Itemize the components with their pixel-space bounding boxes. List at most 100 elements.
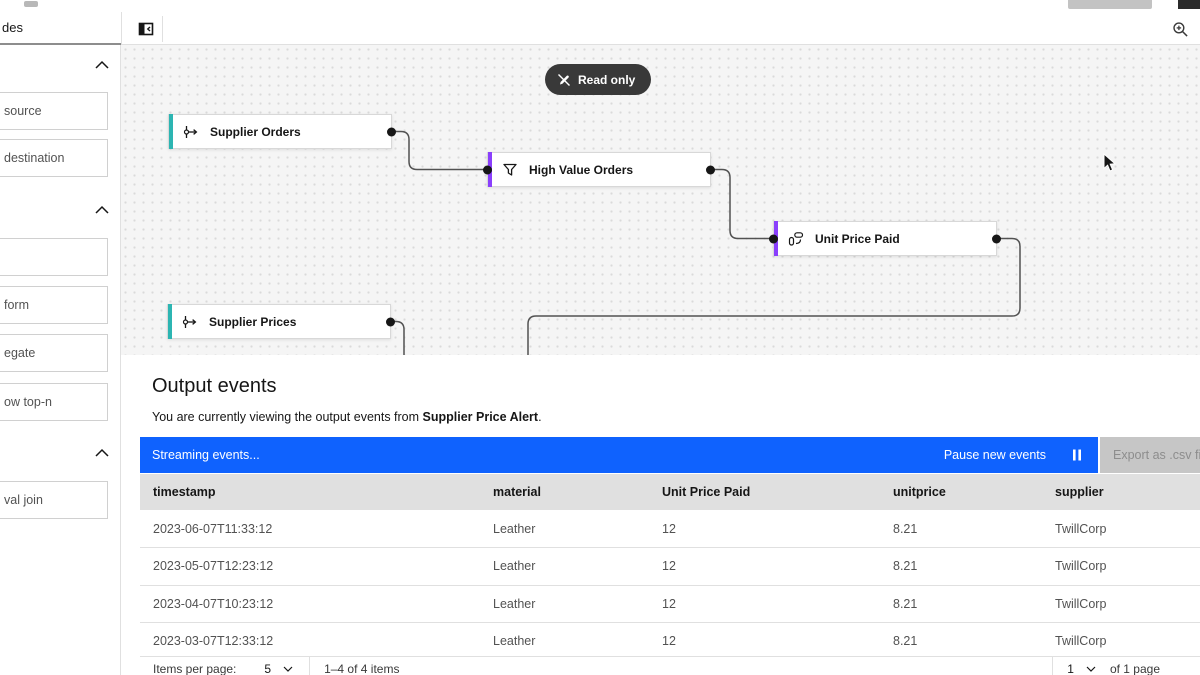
toggle-panel-button[interactable] xyxy=(130,16,163,42)
transform-icon xyxy=(788,231,804,247)
cell-material: Leather xyxy=(480,622,649,661)
cell-supplier: TwillCorp xyxy=(1042,510,1200,548)
cell-timestamp: 2023-03-07T12:33:12 xyxy=(140,622,480,661)
pagination-divider xyxy=(1052,656,1054,675)
node-label: Supplier Orders xyxy=(210,124,301,139)
zoom-in-icon xyxy=(1172,21,1188,37)
read-only-badge: Read only xyxy=(545,64,652,95)
node-supplier-prices[interactable]: Supplier Prices xyxy=(167,304,395,339)
pause-events-button[interactable]: Pause new events xyxy=(944,437,1098,473)
description-period: . xyxy=(538,410,542,424)
items-per-page-select[interactable] xyxy=(283,666,293,672)
palette-item-destination[interactable]: destination xyxy=(0,139,108,177)
zoom-in-button[interactable] xyxy=(1166,16,1194,42)
event-source-icon xyxy=(182,314,198,330)
page-number-value[interactable]: 1 xyxy=(1067,661,1074,675)
node-accent xyxy=(169,114,173,149)
column-header-unitprice[interactable]: unitprice xyxy=(880,474,1042,510)
description-node-name: Supplier Price Alert xyxy=(422,410,539,424)
cell-unit-price-paid: 12 xyxy=(649,585,880,623)
column-header-timestamp[interactable]: timestamp xyxy=(140,474,480,510)
cell-unit-price-paid: 12 xyxy=(649,547,880,586)
table-row: 2023-05-07T12:23:12 Leather 12 8.21 Twil… xyxy=(140,547,1200,586)
table-row: 2023-04-07T10:23:12 Leather 12 8.21 Twil… xyxy=(140,585,1200,623)
node-high-value-orders[interactable]: High Value Orders xyxy=(483,152,715,187)
chevron-down-icon xyxy=(283,666,293,672)
cell-unitprice: 8.21 xyxy=(880,547,1042,586)
output-events-table: timestamp material Unit Price Paid unitp… xyxy=(140,474,1200,661)
section-collapse-chevron-icon[interactable] xyxy=(94,204,110,216)
output-port xyxy=(992,234,1001,243)
description-text: You are currently viewing the output eve… xyxy=(152,410,423,424)
output-port xyxy=(387,127,396,136)
palette-item-transform[interactable]: form xyxy=(0,286,108,324)
pagination-divider xyxy=(309,656,311,675)
palette-item-window-top-n[interactable]: ow top-n xyxy=(0,383,108,421)
items-per-page-value[interactable]: 5 xyxy=(264,661,272,675)
palette-item-label: destination xyxy=(4,151,65,165)
palette-item-label: egate xyxy=(4,346,36,360)
input-port xyxy=(769,234,778,243)
items-per-page-label: Items per page: xyxy=(153,661,237,675)
cell-unit-price-paid: 12 xyxy=(649,510,880,548)
streaming-status-bar: Streaming events... Pause new events xyxy=(140,437,1098,473)
node-supplier-orders[interactable]: Supplier Orders xyxy=(168,114,396,149)
column-header-supplier[interactable]: supplier xyxy=(1042,474,1200,510)
section-collapse-chevron-icon[interactable] xyxy=(94,447,110,459)
palette-item-label: val join xyxy=(4,493,43,507)
table-header: timestamp material Unit Price Paid unitp… xyxy=(140,474,1200,510)
page-count-text: of 1 page xyxy=(1109,661,1160,675)
chevron-down-icon xyxy=(1086,666,1096,672)
sidebar-title-fragment: des xyxy=(2,20,23,35)
read-only-label: Read only xyxy=(578,72,636,87)
output-port xyxy=(706,165,715,174)
event-source-icon xyxy=(183,124,199,140)
cell-material: Leather xyxy=(480,547,649,586)
input-port xyxy=(483,165,492,174)
table-row: 2023-06-07T11:33:12 Leather 12 8.21 Twil… xyxy=(140,510,1200,548)
canvas-toolbar xyxy=(121,12,1200,45)
cell-unitprice: 8.21 xyxy=(880,510,1042,548)
cell-timestamp: 2023-06-07T11:33:12 xyxy=(140,510,480,548)
panel-description: You are currently viewing the output eve… xyxy=(152,410,542,424)
palette-item-blank[interactable] xyxy=(0,238,108,276)
cell-material: Leather xyxy=(480,510,649,548)
column-header-unit-price-paid[interactable]: Unit Price Paid xyxy=(649,474,880,510)
cell-supplier: TwillCorp xyxy=(1042,547,1200,586)
node-label: Supplier Prices xyxy=(209,314,297,329)
table-body: 2023-06-07T11:33:12 Leather 12 8.21 Twil… xyxy=(140,510,1200,661)
pause-icon xyxy=(1073,449,1081,461)
cell-unitprice: 8.21 xyxy=(880,585,1042,623)
cell-timestamp: 2023-05-07T12:23:12 xyxy=(140,547,480,586)
pause-label: Pause new events xyxy=(943,448,1046,462)
cell-unitprice: 8.21 xyxy=(880,622,1042,661)
export-csv-button[interactable]: Export as .csv file xyxy=(1100,437,1200,473)
flow-canvas[interactable]: Read only Supplier Orders High Value Ord… xyxy=(121,45,1200,355)
sidebar-header: des xyxy=(0,12,121,45)
chrome-button-gray[interactable] xyxy=(1068,0,1152,9)
node-unit-price-paid[interactable]: Unit Price Paid xyxy=(769,221,1001,256)
section-collapse-chevron-icon[interactable] xyxy=(94,59,110,71)
page-number-select[interactable] xyxy=(1086,666,1096,672)
items-range-text: 1–4 of 4 items xyxy=(324,661,400,675)
node-label: Unit Price Paid xyxy=(815,231,900,246)
cell-unit-price-paid: 12 xyxy=(649,622,880,661)
mouse-cursor xyxy=(1103,153,1117,172)
sidebar: source destination form egate ow top-n v… xyxy=(0,45,121,675)
column-header-material[interactable]: material xyxy=(480,474,649,510)
chrome-button-dark[interactable] xyxy=(1178,0,1200,9)
cell-material: Leather xyxy=(480,585,649,623)
node-accent xyxy=(168,304,172,339)
palette-item-label: form xyxy=(4,298,29,312)
output-port xyxy=(386,317,395,326)
palette-item-source[interactable]: source xyxy=(0,92,108,130)
panel-left-icon xyxy=(138,22,154,36)
palette-item-aggregate[interactable]: egate xyxy=(0,334,108,372)
table-row: 2023-03-07T12:33:12 Leather 12 8.21 Twil… xyxy=(140,622,1200,661)
panel-title: Output events xyxy=(152,375,277,397)
edit-off-icon xyxy=(558,73,570,86)
palette-item-interval-join[interactable]: val join xyxy=(0,481,108,519)
pagination-bar: Items per page: 5 1–4 of 4 items 1 of 1 … xyxy=(140,656,1200,675)
palette-item-label: source xyxy=(4,104,42,118)
